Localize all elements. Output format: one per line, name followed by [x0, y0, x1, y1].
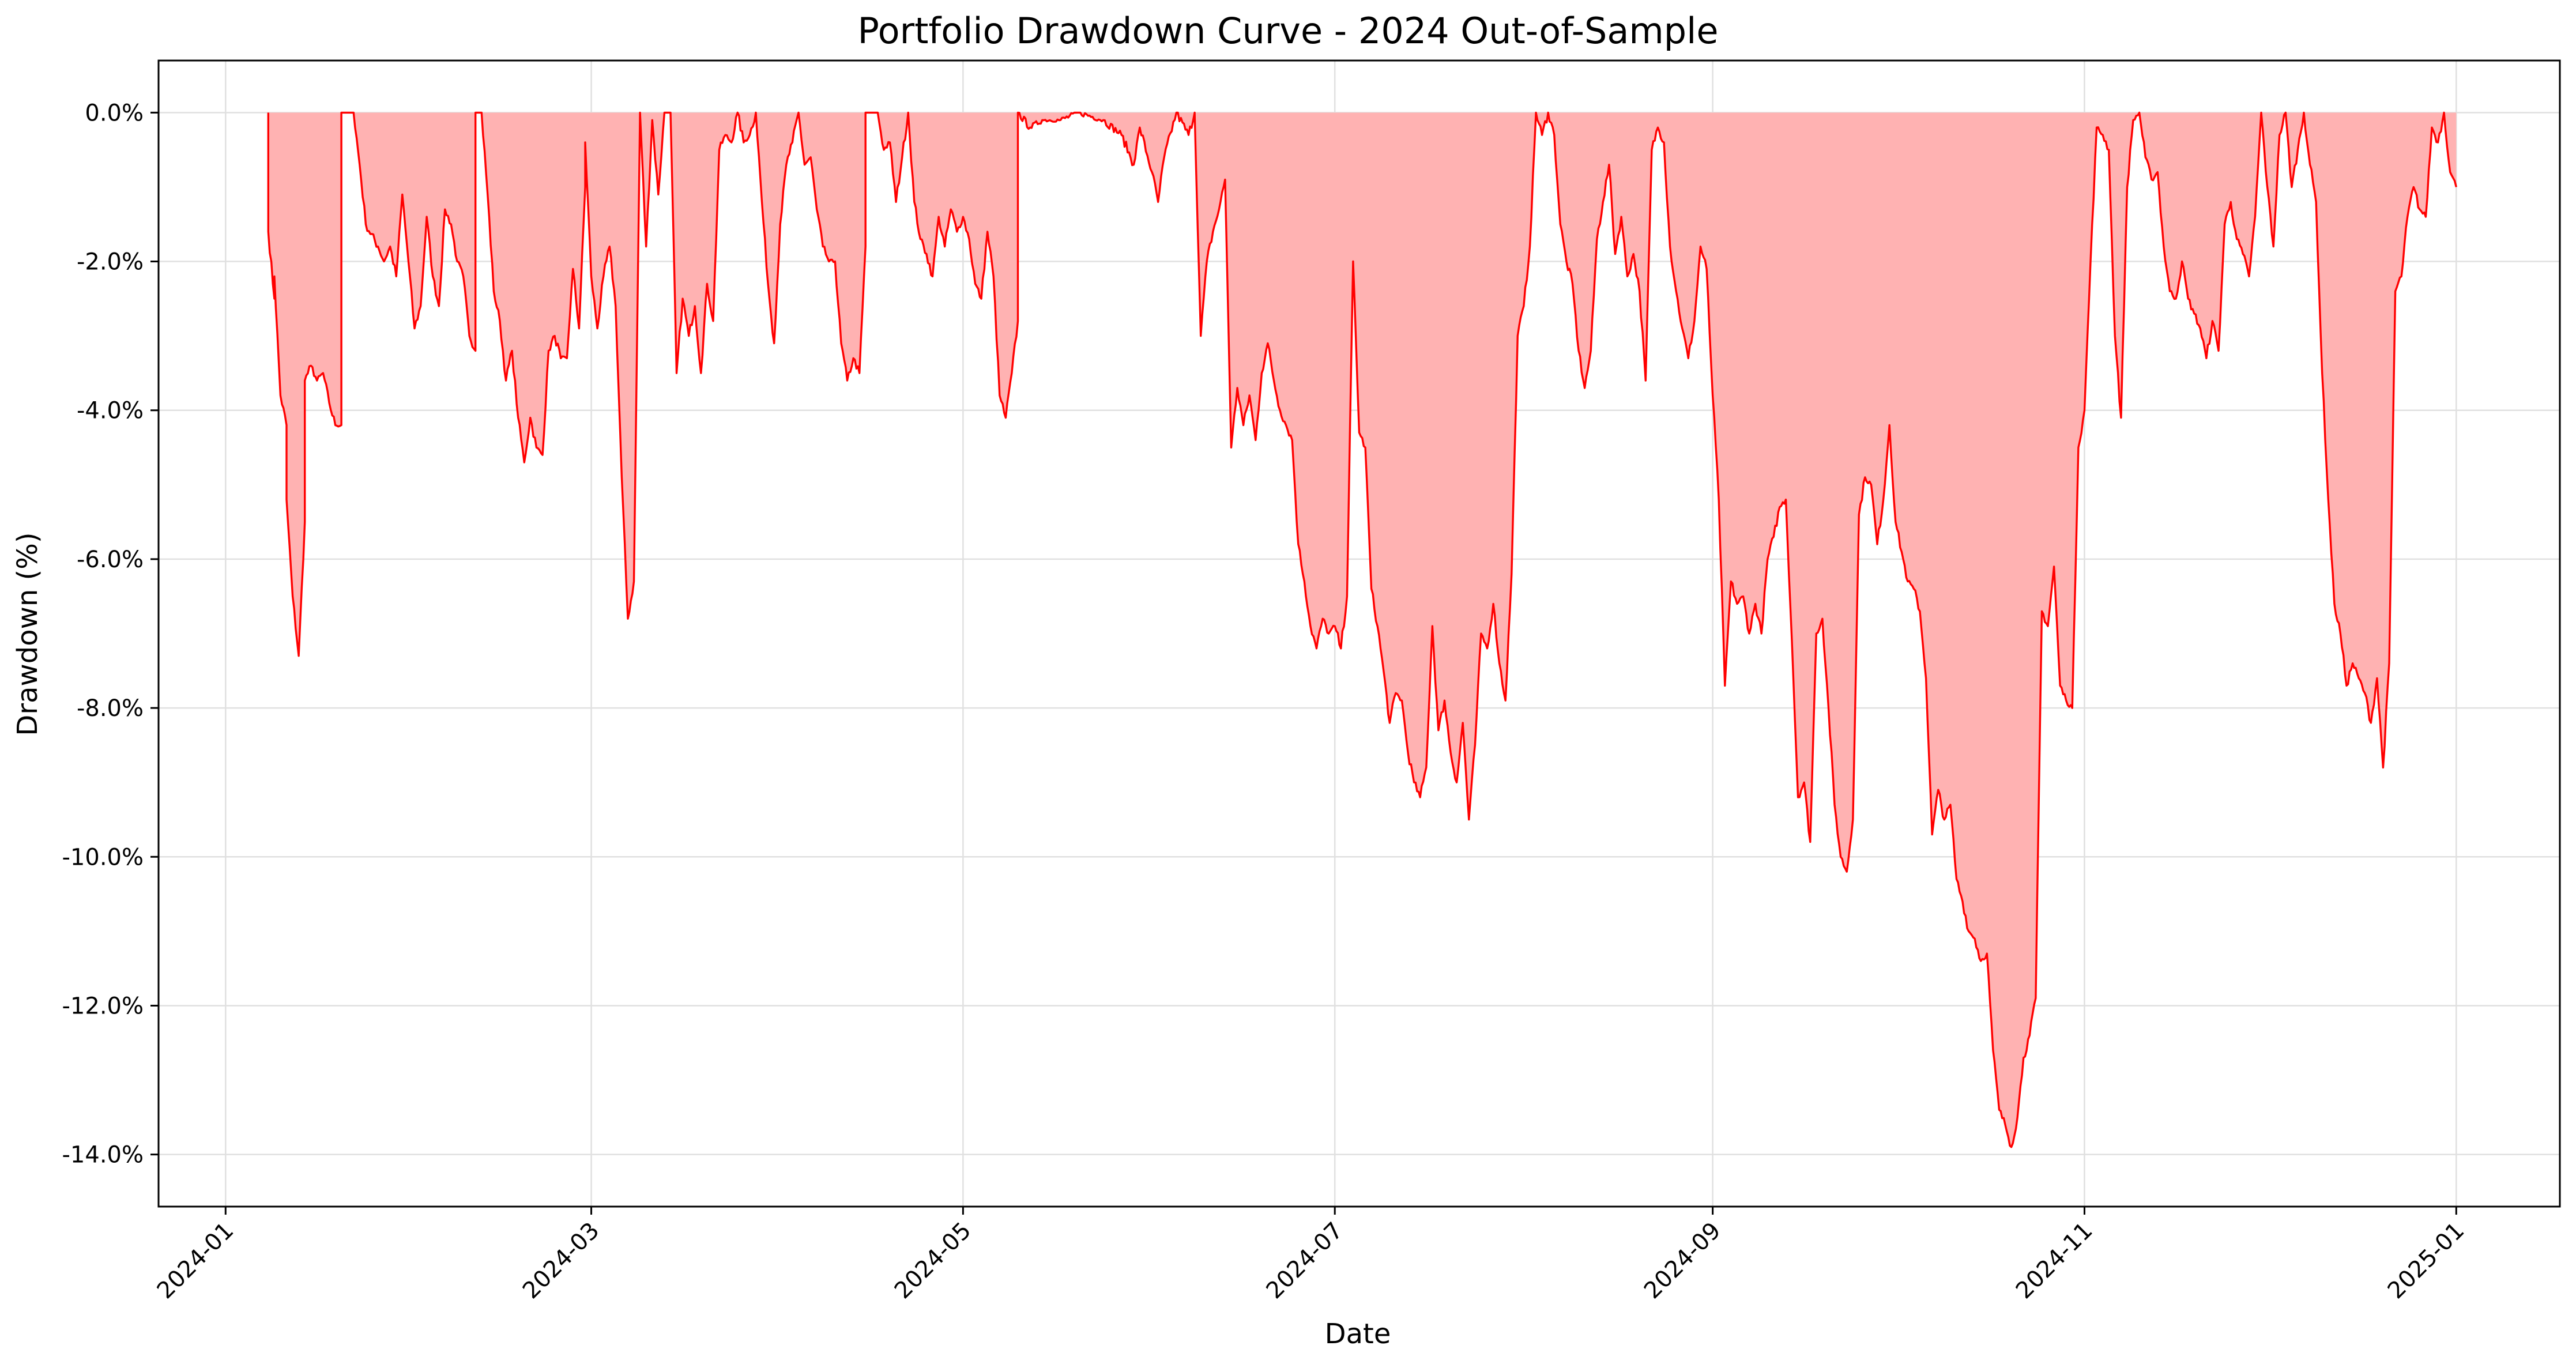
x-axis-label: Date [1325, 1318, 1391, 1350]
y-tick-label: 0.0% [85, 100, 144, 126]
chart-title: Portfolio Drawdown Curve - 2024 Out-of-S… [857, 10, 1718, 52]
y-tick-label: -10.0% [62, 844, 144, 870]
drawdown-area [268, 112, 2457, 1147]
y-tick-label: -12.0% [62, 993, 144, 1019]
x-tick-label: 2024-05 [890, 1218, 977, 1305]
y-tick-label: -4.0% [77, 398, 144, 424]
x-tick-label: 2024-11 [2011, 1218, 2098, 1305]
y-tick-label: -14.0% [62, 1142, 144, 1169]
drawdown-line [267, 111, 2457, 1148]
x-tick-label: 2024-01 [152, 1218, 239, 1305]
y-axis: 0.0% -2.0% -4.0% -6.0% -8.0% -10.0% -12.0% -14.… [62, 100, 159, 1169]
y-axis-label: Drawdown (%) [12, 532, 44, 736]
x-tick-label: 2024-09 [1639, 1218, 1726, 1305]
x-tick-label: 2024-03 [518, 1218, 605, 1305]
x-axis: 2024-01 2024-03 2024-05 2024-07 2024-09 2024-… [152, 1207, 2470, 1305]
x-tick-label: 2025-01 [2383, 1218, 2470, 1305]
x-tick-label: 2024-07 [1261, 1218, 1349, 1305]
y-tick-label: -6.0% [77, 547, 144, 573]
y-tick-label: -8.0% [77, 695, 144, 722]
plot-frame [157, 59, 2561, 1208]
y-tick-label: -2.0% [77, 249, 144, 276]
